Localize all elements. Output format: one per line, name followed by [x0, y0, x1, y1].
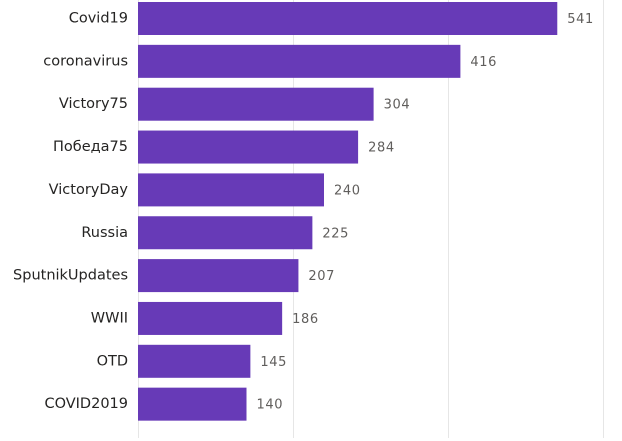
category-label-victoryday: VictoryDay [49, 182, 129, 198]
bar-sputnikupdates[interactable] [138, 259, 299, 293]
data-label-victoryday: 240 [334, 183, 361, 198]
bar-victory75[interactable] [138, 87, 374, 121]
category-label-victory75: Victory75 [59, 96, 128, 112]
data-label-otd: 145 [260, 355, 287, 370]
data-labels: 541 416 304 284 240 225 207 186 145 140 [257, 12, 594, 413]
category-label-covid2019: COVID2019 [44, 396, 128, 412]
data-label-coronavirus: 416 [470, 55, 497, 70]
bars [138, 2, 558, 421]
category-labels: Covid19 coronavirus Victory75 Победа75 Victo… [13, 11, 128, 413]
data-label-russia: 225 [322, 226, 349, 241]
bar-covid2019[interactable] [138, 387, 247, 421]
bar-victoryday[interactable] [138, 173, 324, 207]
category-label-sputnikupdates: SputnikUpdates [13, 268, 128, 284]
category-label-covid19: Covid19 [69, 11, 128, 27]
data-label-covid2019: 140 [257, 398, 284, 413]
bar-russia[interactable] [138, 216, 313, 250]
bar-covid19[interactable] [138, 2, 558, 35]
category-label-coronavirus: coronavirus [43, 53, 128, 69]
bar-wwii[interactable] [138, 301, 283, 335]
category-label-russia: Russia [81, 225, 128, 241]
data-label-sputnikupdates: 207 [308, 269, 335, 284]
category-label-wwii: WWII [91, 310, 128, 326]
data-label-covid19: 541 [567, 12, 594, 27]
data-label-победа75: 284 [368, 141, 395, 156]
bar-победа75[interactable] [138, 130, 359, 164]
data-label-victory75: 304 [384, 98, 411, 113]
category-label-победа75: Победа75 [53, 139, 128, 155]
data-label-wwii: 186 [292, 312, 319, 327]
bar-otd[interactable] [138, 344, 251, 378]
category-label-otd: OTD [97, 353, 128, 369]
bar-coronavirus[interactable] [138, 44, 461, 78]
